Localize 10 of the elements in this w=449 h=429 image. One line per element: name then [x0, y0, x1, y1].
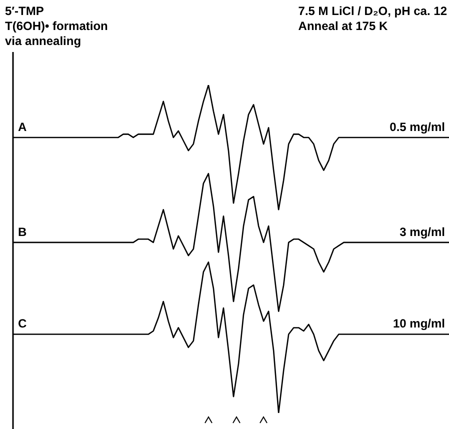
- annotation: 10 mg/ml: [392, 316, 445, 331]
- series-label: A: [18, 120, 27, 134]
- chart-title: 5′-TMP: [5, 4, 45, 19]
- text: 7.5 M LiCl / D₂O, pH ca. 12: [298, 4, 447, 19]
- series-label: C: [18, 316, 27, 331]
- text: Anneal at 175 K: [298, 19, 389, 34]
- chart-subtitle: T(6OH)• formation via annealing: [5, 19, 109, 49]
- annotation: 3 mg/ml: [400, 224, 445, 239]
- series-label: B: [18, 224, 27, 239]
- annotation: 0.5 mg/ml: [390, 120, 445, 134]
